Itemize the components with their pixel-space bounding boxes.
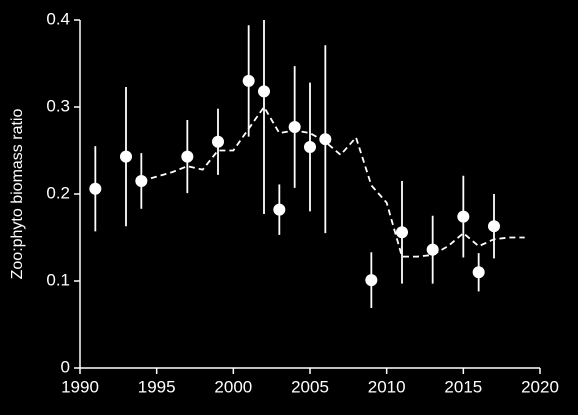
data-point	[304, 141, 316, 154]
y-tick-label: 0.3	[46, 96, 70, 115]
y-tick-label: 0	[61, 357, 70, 376]
y-axis-label: Zoo:phyto biomass ratio	[9, 109, 26, 280]
x-tick-label: 2020	[521, 377, 559, 396]
y-tick-label: 0.2	[46, 183, 70, 202]
data-point	[89, 182, 102, 195]
data-point	[242, 74, 255, 87]
y-tick-label: 0.1	[46, 270, 70, 289]
data-point	[426, 243, 439, 256]
data-point	[120, 150, 132, 163]
x-tick-label: 2005	[291, 377, 329, 396]
data-point	[365, 274, 378, 287]
data-point	[212, 135, 224, 148]
data-point	[273, 203, 286, 216]
data-point	[319, 133, 332, 146]
x-tick-label: 1995	[138, 377, 176, 396]
y-tick-label: 0.4	[46, 9, 70, 28]
data-point	[457, 210, 470, 223]
data-point	[135, 174, 148, 187]
data-point	[258, 85, 270, 98]
data-point	[288, 121, 301, 134]
trend-line	[141, 105, 525, 258]
data-point	[472, 266, 485, 279]
x-tick-label: 2000	[214, 377, 252, 396]
x-tick-label: 2010	[368, 377, 406, 396]
data-point	[488, 220, 500, 233]
x-tick-label: 1990	[61, 377, 99, 396]
x-tick-label: 2015	[444, 377, 482, 396]
data-point	[396, 226, 408, 239]
data-point	[181, 150, 194, 163]
